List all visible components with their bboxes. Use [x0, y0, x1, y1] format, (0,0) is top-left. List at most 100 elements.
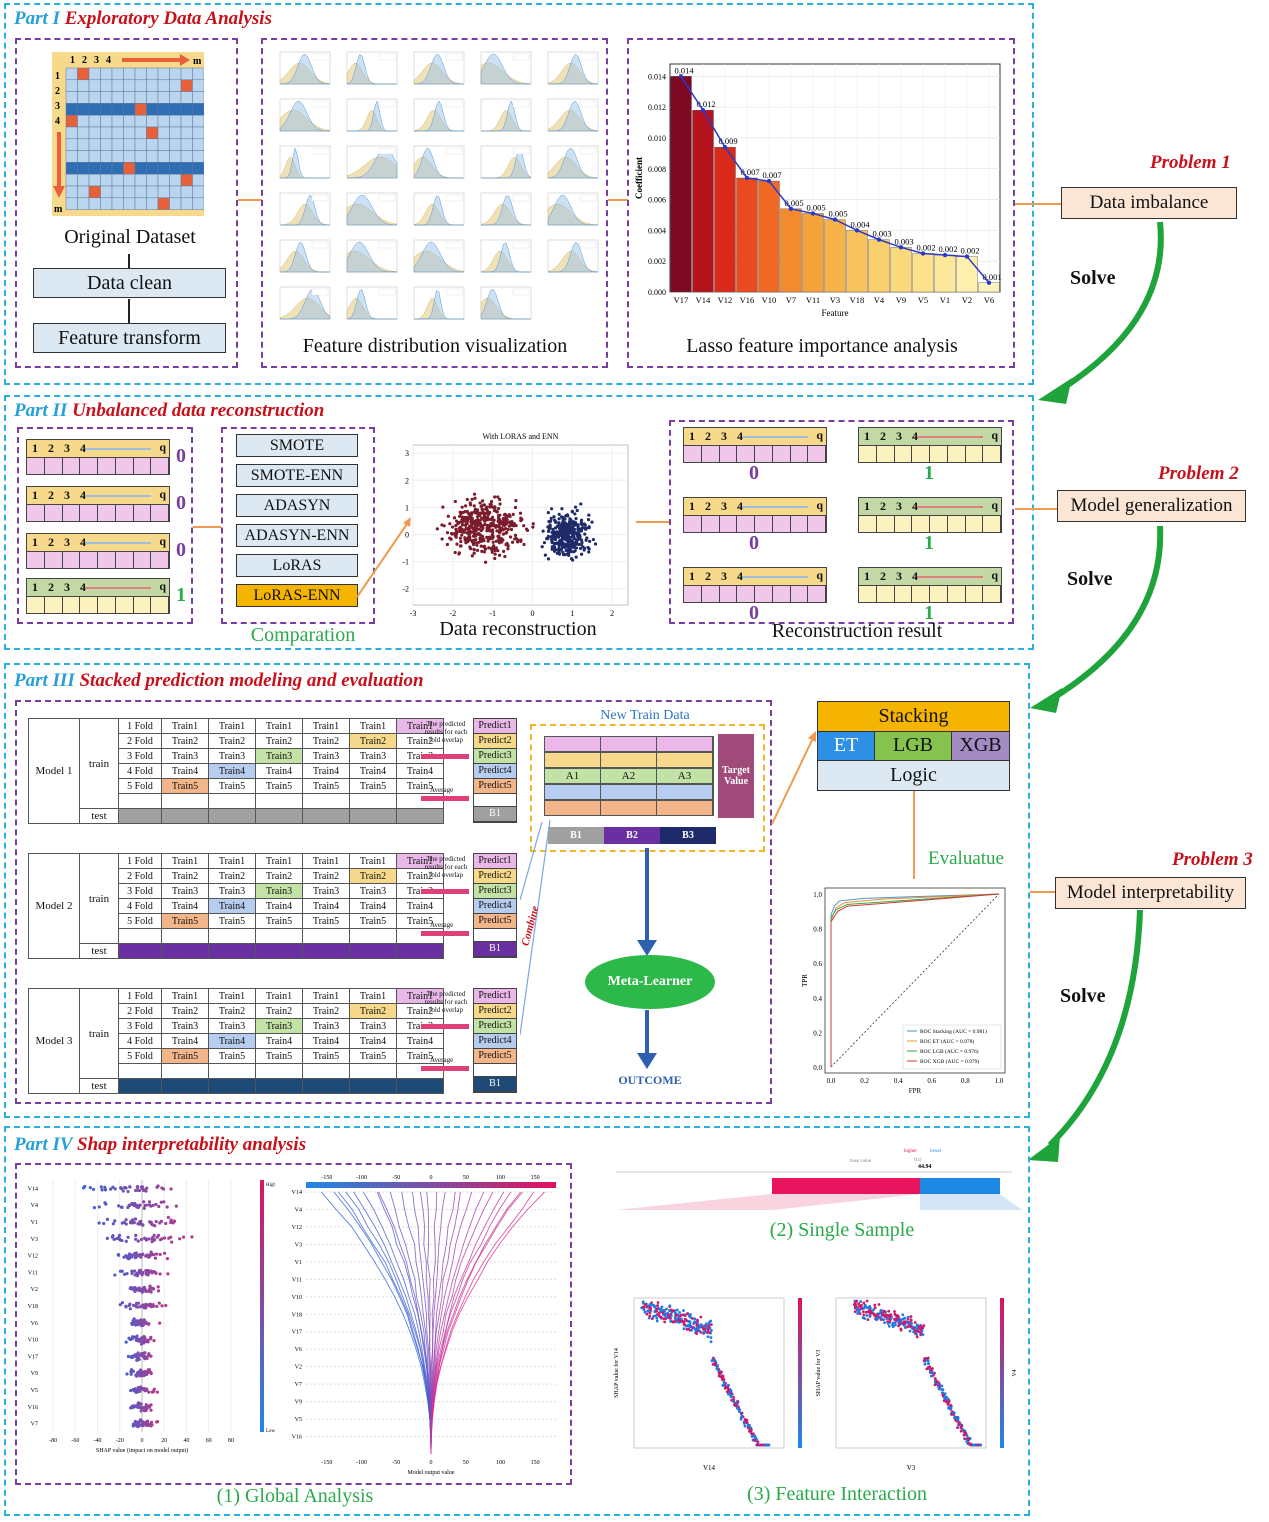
seq-cell [948, 516, 966, 532]
dep-point [897, 1320, 901, 1323]
scatter-point-class1 [575, 508, 579, 513]
dep-point [965, 1440, 969, 1444]
seq-arrow [742, 576, 808, 578]
seq-cell [63, 505, 81, 521]
dep-point [859, 1300, 863, 1303]
dep-point [732, 1395, 735, 1399]
seq-cell [684, 446, 702, 462]
force-value: 44.94 [918, 1164, 932, 1170]
dep-point [881, 1313, 885, 1317]
dep-point [952, 1411, 956, 1415]
matrix-cell [180, 197, 193, 210]
scatter-point-class0 [519, 516, 523, 520]
arrow-to-stacking [771, 731, 816, 825]
matrix-col-label: 2 [82, 55, 87, 66]
scatter-point-class1 [557, 522, 561, 526]
new-train-row: A1 A2 A3 [544, 768, 714, 784]
matrix-cell [169, 162, 182, 175]
bee-feature-label: V9 [31, 1371, 38, 1377]
dep-point [895, 1316, 899, 1320]
dep-point [709, 1323, 713, 1327]
matrix-cell [65, 79, 78, 92]
overlap-arrow [421, 889, 469, 894]
matrix-cell [157, 67, 170, 81]
scatter-point-class0 [460, 505, 464, 509]
class-label: 0 [176, 492, 186, 514]
lasso-bar [714, 146, 736, 293]
bee-xtick: -60 [71, 1438, 79, 1444]
seq-index: 2 [705, 499, 711, 513]
dep-point [686, 1324, 690, 1328]
scatter-point-class1 [560, 507, 564, 511]
train-cell: Train2 [208, 733, 256, 749]
seq-cell [116, 597, 134, 613]
seq-cell [966, 516, 984, 532]
seq-cell [134, 552, 152, 568]
scatter-point-class0 [459, 540, 463, 544]
dec-line [430, 1191, 461, 1455]
matrix-cell [180, 126, 193, 140]
dec-feature-label: V6 [295, 1347, 302, 1353]
empty-cell [161, 793, 209, 809]
bee-point [102, 1221, 106, 1226]
seq-index: 3 [721, 429, 727, 443]
train-cell: Train3 [302, 883, 350, 899]
seq-index: 4 [80, 580, 86, 594]
dep-point [673, 1316, 677, 1320]
dep-point [857, 1302, 860, 1306]
part4-title: Part IV Shap interpretability analysis [14, 1134, 307, 1155]
dec-top-tick: 50 [463, 1175, 469, 1181]
predict-cell: Predict4 [474, 1034, 516, 1049]
test-cell [302, 943, 350, 959]
scatter-point-class1 [557, 539, 562, 543]
matrix-cell [111, 103, 124, 116]
dist-thumbnail [279, 51, 331, 85]
comparation-label: Comparation [250, 624, 356, 646]
dep-point [690, 1328, 694, 1332]
matrix-cell [123, 197, 136, 210]
bee-feature-label: V7 [31, 1422, 38, 1428]
seq-index: 4 [912, 429, 918, 443]
seq-index: 4 [912, 499, 918, 513]
train-cell: Train2 [302, 733, 350, 749]
lasso-data-label: 0.002 [960, 246, 979, 256]
scatter-ytick: 0 [405, 530, 409, 539]
train-cell: Train3 [349, 1018, 397, 1034]
scatter-point-class0 [498, 502, 502, 506]
lasso-xtick: V7 [786, 295, 796, 305]
train-cell: Train1 [302, 988, 350, 1004]
scatter-point-class0 [493, 552, 497, 556]
dist-curve-class0 [480, 289, 531, 320]
scatter-point-class0 [503, 527, 508, 531]
test-cell [161, 1078, 209, 1094]
train-cell: Train4 [302, 763, 350, 779]
dist-legend [378, 288, 396, 296]
overlap-arrow [421, 1024, 469, 1029]
dep-point [675, 1313, 679, 1317]
bee-point [130, 1322, 135, 1327]
dep-point [922, 1324, 926, 1328]
problem2-label: Problem 2 [1158, 463, 1239, 484]
seq-cell [116, 505, 134, 521]
dist-curve-class0 [280, 147, 330, 179]
scatter-title: With LORAS and ENN [483, 432, 559, 441]
matrix-cell [100, 197, 113, 210]
feature-interaction-label: (3) Feature Interaction [747, 1483, 927, 1505]
dep-point [865, 1299, 869, 1303]
dep-point [720, 1378, 724, 1382]
bee-point [111, 1222, 115, 1226]
dep-point [907, 1322, 911, 1326]
bee-xtick: -40 [94, 1438, 102, 1444]
scatter-point-class0 [498, 530, 502, 534]
scatter-point-class0 [453, 499, 457, 504]
scatter-point-class1 [557, 546, 561, 551]
scatter-point-class0 [498, 553, 502, 557]
force-positive-bar [772, 1178, 920, 1194]
dep-point [645, 1312, 649, 1316]
scatter-point-class0 [469, 511, 474, 515]
dep-point [887, 1324, 891, 1328]
scatter-point-class1 [578, 536, 582, 540]
